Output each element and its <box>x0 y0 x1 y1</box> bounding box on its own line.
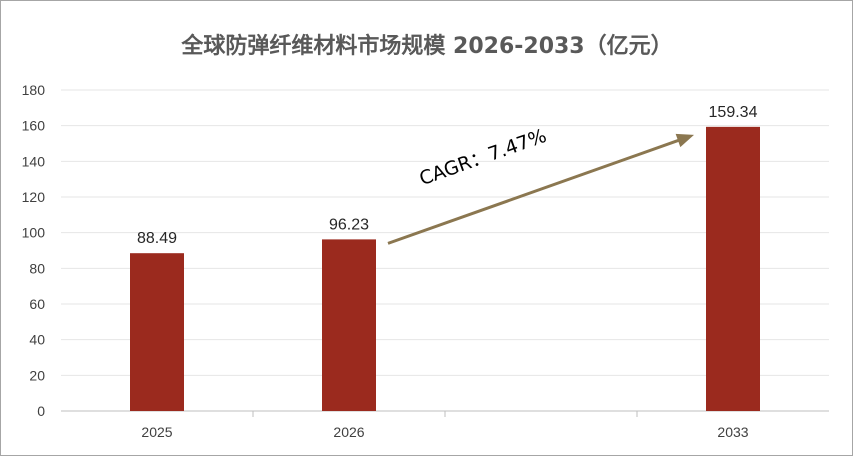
y-tick-label: 80 <box>29 260 45 276</box>
y-tick-label: 20 <box>29 367 45 383</box>
y-tick-label: 0 <box>37 403 45 419</box>
cagr-arrow-head <box>675 133 694 148</box>
data-label: 96.23 <box>329 216 369 233</box>
y-tick-label: 100 <box>22 225 46 241</box>
bar <box>322 239 376 411</box>
bar <box>706 126 760 412</box>
data-label: 88.49 <box>137 230 177 247</box>
cagr-label: CAGR：7.47% <box>417 125 550 190</box>
y-tick-label: 180 <box>22 82 46 98</box>
x-tick-label: 2025 <box>141 424 172 440</box>
x-axis-ticks: 2025 2026 2033 <box>141 411 749 440</box>
bars <box>130 126 760 412</box>
data-labels: 88.49 96.23 159.34 <box>137 104 758 247</box>
chart-title: 全球防弹纤维材料市场规模 2026-2033（亿元） <box>180 33 672 59</box>
y-tick-label: 160 <box>22 118 46 134</box>
y-tick-label: 40 <box>29 332 45 348</box>
cagr-arrow-line <box>387 138 681 245</box>
gridlines <box>61 89 829 412</box>
y-tick-label: 120 <box>22 189 46 205</box>
y-tick-label: 140 <box>22 153 46 169</box>
data-label: 159.34 <box>709 104 758 121</box>
y-tick-label: 60 <box>29 296 45 312</box>
x-tick-label: 2026 <box>333 424 364 440</box>
y-axis-ticks: 0 20 40 60 80 100 120 140 160 180 <box>22 82 46 419</box>
bar <box>130 253 184 411</box>
x-tick-label: 2033 <box>717 424 748 440</box>
cagr-annotation: CAGR：7.47% <box>387 125 694 245</box>
